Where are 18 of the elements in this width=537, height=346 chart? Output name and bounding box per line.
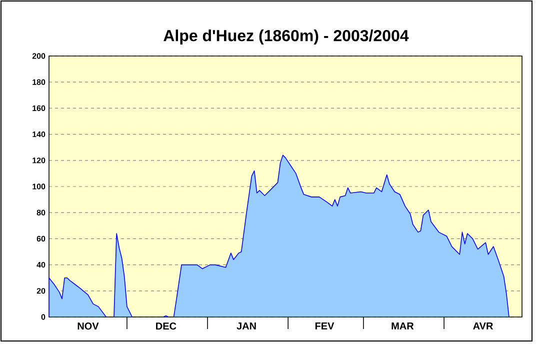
y-tick-label: 200 <box>32 53 46 59</box>
y-tick-label: 0 <box>41 314 46 320</box>
y-tick-label: 40 <box>36 262 46 268</box>
x-tick-label: AVR <box>473 322 494 330</box>
y-tick-label: 180 <box>32 79 46 85</box>
y-tick-label: 160 <box>32 105 46 112</box>
y-tick-label: 100 <box>32 184 46 190</box>
x-tick-label: DEC <box>156 322 176 330</box>
y-tick-label: 80 <box>36 210 46 216</box>
x-tick-label: FEV <box>315 322 334 330</box>
x-tick-label: NOV <box>78 322 99 330</box>
y-tick-label: 120 <box>32 158 46 164</box>
y-tick-label: 20 <box>36 288 46 294</box>
y-tick-label: 140 <box>32 131 46 138</box>
y-tick-label: 60 <box>36 236 46 242</box>
chart-title: Alpe d'Huez (1860m) - 2003/2004 <box>164 30 409 44</box>
x-tick-label: JAN <box>236 322 256 330</box>
x-tick-label: MAR <box>392 322 414 330</box>
